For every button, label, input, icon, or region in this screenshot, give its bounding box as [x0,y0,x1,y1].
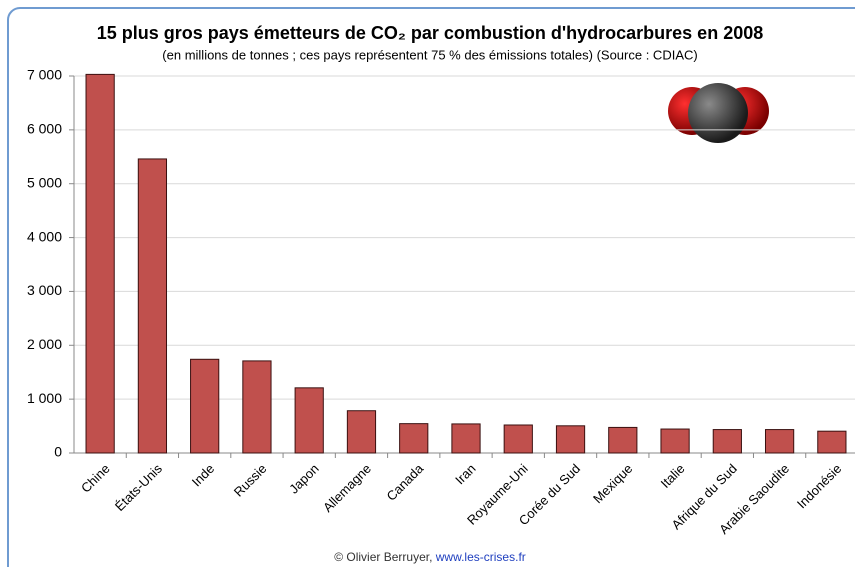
bar [608,426,638,454]
bar [764,429,795,454]
bar [85,73,115,454]
y-tick-label: 2 000 [27,336,62,352]
y-tick-label: 7 000 [27,67,62,83]
chart-subtitle: (en millions de tonnes ; ces pays représ… [162,47,697,62]
bar [137,158,168,454]
frame [7,7,855,567]
chart-title: 15 plus gros pays émetteurs de CO₂ par c… [97,23,763,43]
y-tick-label: 6 000 [27,121,62,137]
bar [190,358,220,454]
bar [660,428,690,454]
bar [294,387,324,454]
co2-icon [668,83,769,143]
credit-author: © Olivier Berruyer, [334,550,432,564]
bar [451,423,481,454]
bar [503,424,533,454]
y-tick-label: 3 000 [27,282,62,298]
y-tick-label: 4 000 [27,228,62,244]
y-tick-label: 0 [54,444,62,460]
y-tick-label: 1 000 [27,390,62,406]
bar [555,425,586,454]
bar [817,430,847,454]
bar [346,410,377,454]
credit: © Olivier Berruyer, www.les-crises.fr [334,550,526,564]
bar [242,360,272,454]
bar [712,429,742,454]
credit-link[interactable]: www.les-crises.fr [435,550,526,564]
bar [399,423,429,454]
y-tick-label: 5 000 [27,174,62,190]
